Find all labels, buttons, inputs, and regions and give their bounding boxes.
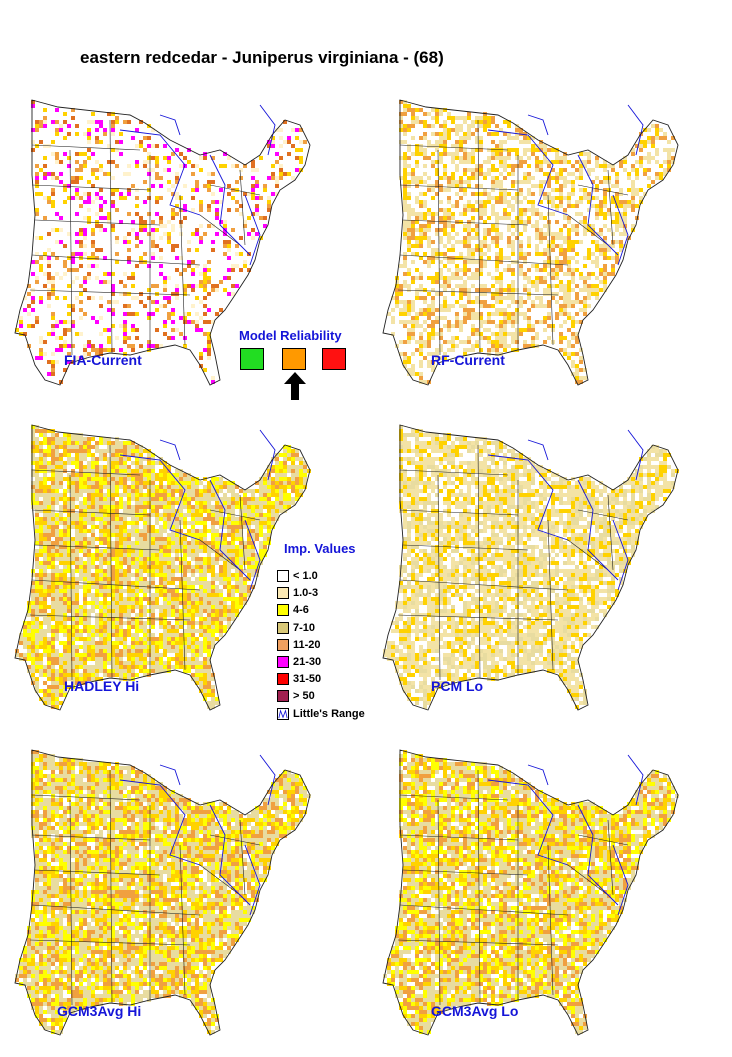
reliability-swatch-medium	[282, 348, 306, 370]
legend-label: 7-10	[293, 621, 316, 634]
legend-label: 1.0-3	[293, 587, 319, 600]
model-reliability-title: Model Reliability	[239, 328, 342, 343]
legend-item: 21-30	[277, 654, 321, 670]
map-gcm3avg-hi	[10, 745, 340, 1045]
legend-item: 31-50	[277, 671, 321, 687]
legend-label: 4-6	[293, 604, 309, 617]
legend-swatch	[277, 673, 289, 686]
map-label-gcm3avg-hi: GCM3Avg Hi	[57, 1003, 142, 1019]
legend-item: 1.0-3	[277, 585, 318, 601]
legend-item: > 50	[277, 688, 315, 704]
map-label-hadley-hi: HADLEY Hi	[64, 678, 140, 694]
legend-item: 7-10	[277, 620, 315, 636]
legend-item: 4-6	[277, 602, 309, 618]
legend-range-label: Little's Range	[293, 708, 365, 720]
legend-swatch	[277, 570, 289, 582]
map-pcm-lo	[378, 420, 708, 720]
legend-label: 11-20	[293, 638, 321, 651]
legend-label: 21-30	[293, 656, 322, 668]
legend-label: < 1.0	[293, 570, 318, 582]
map-hadley-hi	[10, 420, 340, 720]
map-label-rf-current: RF-Current	[431, 352, 505, 368]
legend-label: 31-50	[293, 673, 322, 686]
reliability-swatch-low	[322, 348, 346, 370]
range-line-icon	[277, 708, 289, 720]
legend-swatch	[277, 638, 289, 651]
legend-swatch	[277, 604, 289, 617]
legend-item: < 1.0	[277, 568, 318, 584]
map-rf-current	[378, 95, 708, 395]
map-gcm3avg-lo	[378, 745, 708, 1045]
legend-label: > 50	[293, 690, 315, 703]
reliability-indicator-arrow-icon	[284, 372, 306, 400]
legend-item: 11-20	[277, 637, 321, 653]
legend-title: Imp. Values	[284, 541, 356, 556]
legend-swatch	[277, 621, 289, 634]
map-label-gcm3avg-lo: GCM3Avg Lo	[431, 1003, 519, 1019]
reliability-swatch-high	[240, 348, 264, 370]
legend-swatch	[277, 690, 289, 703]
map-fia-current	[10, 95, 340, 395]
map-label-pcm-lo: PCM Lo	[431, 678, 484, 694]
legend-swatch	[277, 656, 289, 668]
legend-item-range: Little's Range	[277, 706, 365, 722]
legend-swatch	[277, 587, 289, 600]
map-label-fia-current: FIA-Current	[64, 352, 142, 368]
page-title: eastern redcedar - Juniperus virginiana …	[80, 48, 444, 67]
